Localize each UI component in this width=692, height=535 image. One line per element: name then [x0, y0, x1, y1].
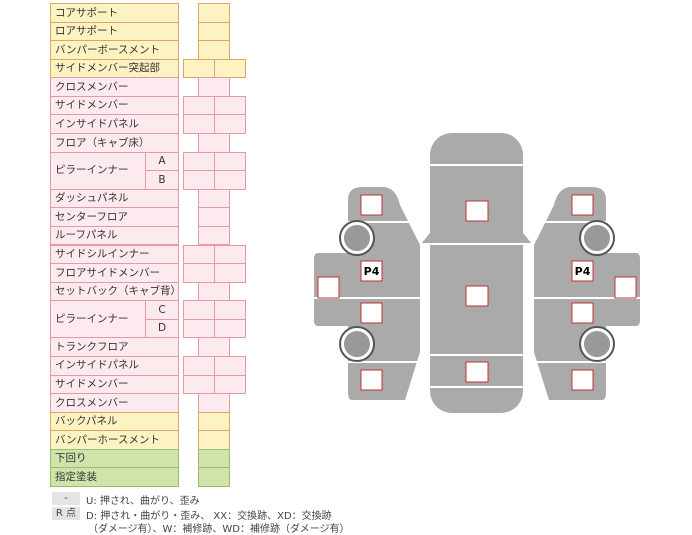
wheel-rim — [339, 326, 375, 362]
check-cell — [214, 300, 246, 320]
row-label: サイドメンバー — [50, 374, 179, 395]
row-label: 指定塗装 — [50, 467, 179, 487]
car-body-top — [430, 133, 523, 413]
check-box — [360, 369, 383, 391]
wheel — [580, 221, 614, 255]
row-label: ロアサポート — [50, 21, 179, 42]
row-label: サイドメンバー — [50, 95, 179, 116]
check-box — [465, 200, 489, 222]
check-box — [571, 302, 594, 324]
row-label: バンパーボースメント — [50, 40, 179, 60]
check-cell — [214, 318, 246, 339]
wheel — [340, 327, 374, 361]
check-cell — [214, 114, 246, 135]
mirror — [523, 233, 532, 244]
check-cell — [198, 281, 230, 302]
row-label: ピラーインナー — [50, 151, 146, 190]
check-cell — [183, 95, 215, 116]
check-cell — [214, 95, 246, 116]
sub-label: A — [145, 151, 179, 172]
row-label: ルーフパネル — [50, 225, 179, 246]
check-cell — [183, 263, 215, 283]
check-cell — [214, 244, 246, 265]
sub-label: D — [145, 318, 179, 339]
check-cell — [198, 337, 230, 357]
marker-label: P4 — [364, 265, 380, 278]
check-cell — [198, 430, 230, 450]
check-cell — [198, 77, 230, 97]
row-label: バンパーホースメント — [50, 430, 179, 450]
wheel-rim — [579, 326, 615, 362]
check-cell — [198, 448, 230, 469]
check-box — [360, 194, 383, 216]
check-cell — [183, 244, 215, 265]
row-label: フロア（キャブ床） — [50, 133, 179, 153]
check-cell — [183, 355, 215, 376]
check-box — [360, 260, 383, 282]
row-label: センターフロア — [50, 207, 179, 227]
check-box — [360, 302, 383, 324]
legend-key: R 点 — [52, 507, 80, 520]
check-cell — [198, 3, 230, 23]
check-cell — [198, 393, 230, 413]
check-cell — [198, 207, 230, 227]
check-cell — [183, 114, 215, 135]
row-label: サイドメンバー突起部 — [50, 58, 179, 79]
car-side — [534, 187, 640, 400]
row-label: クロスメンバー — [50, 77, 179, 97]
row-label: 下回り — [50, 448, 179, 469]
check-cell — [198, 225, 230, 246]
row-label: ピラーインナー — [50, 300, 146, 339]
row-label: コアサポート — [50, 3, 179, 23]
legend-text: D: 押され・曲がり・歪み、 XX：交換跡、XD：交換跡 — [86, 511, 332, 522]
check-cell — [183, 151, 215, 172]
check-box — [571, 260, 594, 282]
check-cell — [198, 133, 230, 153]
mirror — [421, 233, 430, 244]
check-cell — [214, 58, 246, 79]
check-cell — [214, 355, 246, 376]
sub-label: C — [145, 300, 179, 320]
row-label: サイドシルインナー — [50, 244, 179, 265]
check-cell — [183, 374, 215, 395]
wheel — [580, 327, 614, 361]
legend-text: （ダメージ有）、W：補修跡、WD：補修跡（ダメージ有） — [88, 524, 350, 535]
check-cell — [198, 21, 230, 42]
check-cell — [214, 170, 246, 190]
check-cell — [214, 374, 246, 395]
row-label: インサイドパネル — [50, 355, 179, 376]
check-cell — [183, 300, 215, 320]
wheel-rim — [579, 220, 615, 256]
check-cell — [198, 467, 230, 487]
check-box — [571, 194, 594, 216]
check-box — [465, 285, 489, 307]
sub-label: B — [145, 170, 179, 190]
check-cell — [183, 58, 215, 79]
row-label: フロアサイドメンバー — [50, 263, 179, 283]
check-box — [465, 361, 489, 383]
check-cell — [214, 263, 246, 283]
check-cell — [214, 151, 246, 172]
check-cell — [183, 318, 215, 339]
check-cell — [183, 170, 215, 190]
row-label: トランクフロア — [50, 337, 179, 357]
check-cell — [198, 188, 230, 209]
check-box — [614, 276, 637, 299]
row-label: インサイドパネル — [50, 114, 179, 135]
legend-text: U: 押され、曲がり、歪み — [86, 496, 200, 507]
wheel — [340, 221, 374, 255]
check-cell — [198, 411, 230, 432]
car-side — [314, 187, 420, 400]
wheel-rim — [339, 220, 375, 256]
row-label: クロスメンバー — [50, 393, 179, 413]
marker-label: P4 — [575, 265, 591, 278]
row-label: ダッシュパネル — [50, 188, 179, 209]
check-box — [571, 369, 594, 391]
check-box — [317, 276, 340, 299]
check-cell — [198, 40, 230, 60]
legend-key: - — [52, 492, 80, 505]
row-label: セットバック（キャブ背） — [50, 281, 179, 302]
row-label: バックパネル — [50, 411, 179, 432]
